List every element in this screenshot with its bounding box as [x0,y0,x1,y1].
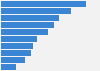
Bar [1,64,16,70]
Bar [1,36,37,42]
Bar [1,1,86,7]
Bar [1,22,54,28]
Bar [1,43,33,49]
Bar [1,15,59,21]
Bar [1,57,25,63]
Bar [1,29,48,35]
Bar [1,50,31,56]
Bar [1,8,71,14]
